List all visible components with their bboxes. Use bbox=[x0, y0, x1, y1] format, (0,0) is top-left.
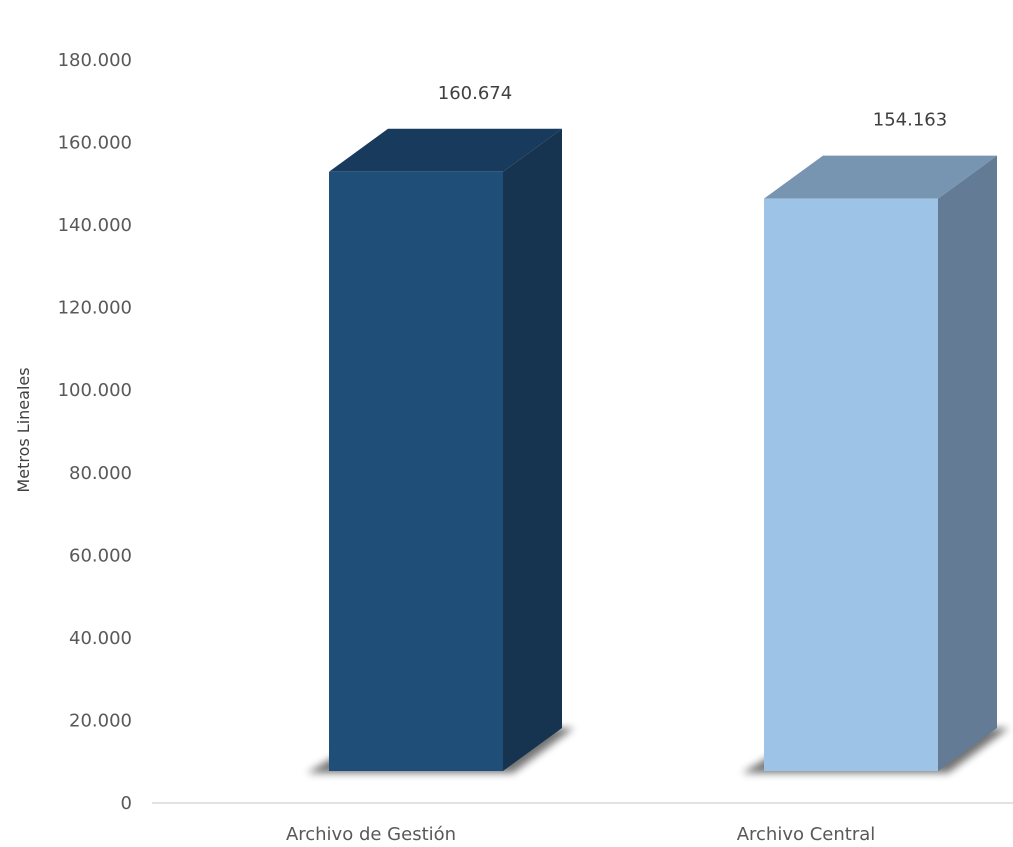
y-tick-label: 160.000 bbox=[58, 133, 132, 154]
bars bbox=[307, 128, 1009, 773]
bar-front-face bbox=[329, 171, 503, 771]
y-tick-label: 180.000 bbox=[58, 50, 132, 71]
y-tick-label: 40.000 bbox=[69, 628, 132, 649]
data-label: 160.674 bbox=[438, 83, 512, 104]
y-tick-label: 0 bbox=[121, 793, 132, 814]
y-tick-label: 80.000 bbox=[69, 463, 132, 484]
data-label: 154.163 bbox=[873, 110, 947, 131]
y-tick-label: 120.000 bbox=[58, 298, 132, 319]
bar-2 bbox=[742, 155, 1009, 773]
y-tick-label: 100.000 bbox=[58, 380, 132, 401]
y-tick-label: 140.000 bbox=[58, 215, 132, 236]
x-category-label: Archivo Central bbox=[737, 824, 876, 845]
y-axis-ticks: 0 20.000 40.000 60.000 80.000 100.000 120.000 1… bbox=[58, 50, 132, 814]
y-tick-label: 20.000 bbox=[69, 710, 132, 731]
bar-1 bbox=[307, 128, 574, 773]
bar-top-face bbox=[329, 128, 562, 172]
bar-top-face bbox=[764, 155, 997, 199]
x-axis-categories: Archivo de Gestión Archivo Central bbox=[286, 824, 875, 845]
bar-front-face bbox=[764, 198, 938, 771]
bar-side-face bbox=[938, 155, 997, 771]
y-axis-title: Metros Lineales bbox=[14, 367, 33, 492]
data-labels: 160.674 154.163 bbox=[438, 83, 947, 131]
bar-side-face bbox=[503, 128, 562, 771]
x-category-label: Archivo de Gestión bbox=[286, 824, 456, 845]
y-tick-label: 60.000 bbox=[69, 545, 132, 566]
